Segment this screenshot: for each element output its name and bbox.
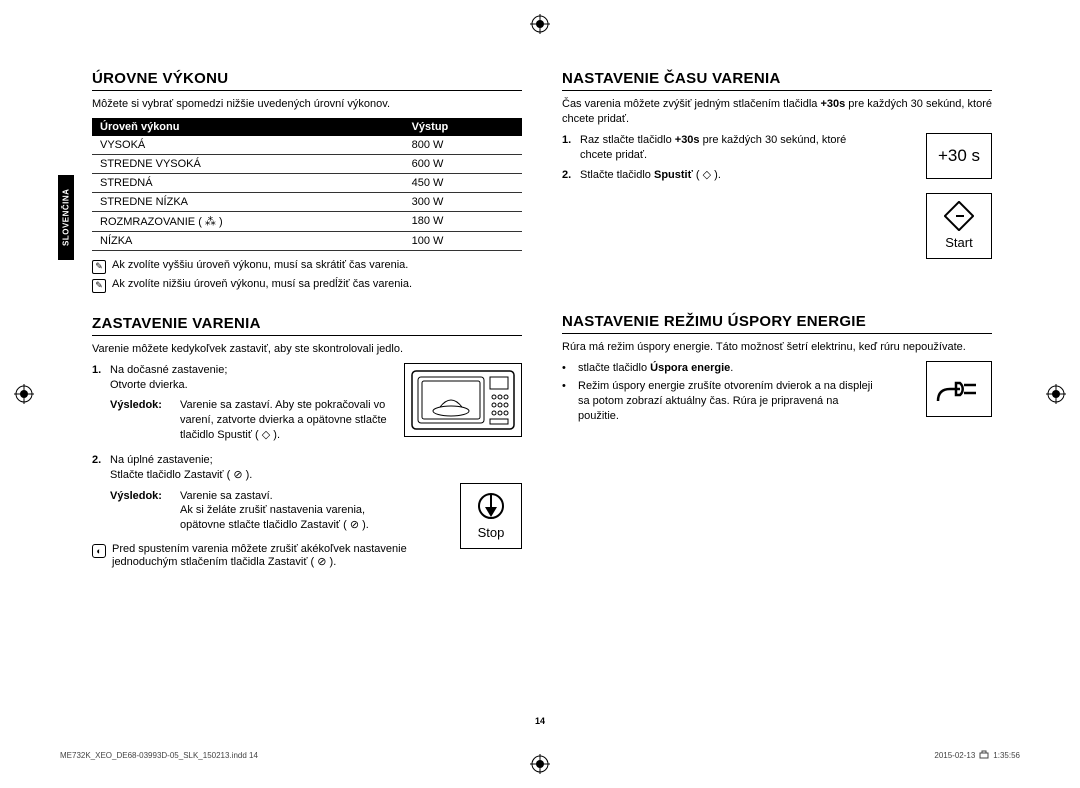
cancel-note-text: Pred spustením varenia môžete zrušiť aké… xyxy=(112,543,450,568)
energy-plug-illustration xyxy=(926,361,992,417)
step-2: 2. Stlačte tlačidlo Spustiť ( ◇ ). xyxy=(562,168,916,183)
start-icon xyxy=(944,201,974,231)
divider xyxy=(562,90,992,91)
step-num: 1. xyxy=(92,363,106,393)
energy-saving-section: NASTAVENIE REŽIMU ÚSPORY ENERGIE Rúra má… xyxy=(562,313,992,424)
result-row: Výsledok: Varenie sa zastaví. Aby ste po… xyxy=(110,398,394,443)
step-text: Na úplné zastavenie;Stlačte tlačidlo Zas… xyxy=(110,453,252,483)
table-row: NÍZKA100 W xyxy=(92,231,522,250)
right-column: NASTAVENIE ČASU VARENIA Čas varenia môže… xyxy=(562,70,992,670)
stop-icon xyxy=(476,491,506,521)
table-row: STREDNÁ450 W xyxy=(92,173,522,192)
page-number: 14 xyxy=(535,716,545,726)
divider xyxy=(92,335,522,336)
step-2: 2. Na úplné zastavenie;Stlačte tlačidlo … xyxy=(92,453,450,483)
power-levels-intro: Môžete si vybrať spomedzi nižšie uvedený… xyxy=(92,97,522,112)
crop-mark-right xyxy=(1046,384,1066,404)
stopping-intro: Varenie môžete kedykoľvek zastaviť, aby … xyxy=(92,342,522,357)
table-row: STREDNE NÍZKA300 W xyxy=(92,192,522,211)
power-levels-heading: ÚROVNE VÝKONU xyxy=(92,70,522,87)
result-label: Výsledok: xyxy=(110,489,172,534)
note-text: Ak zvolíte vyššiu úroveň výkonu, musí sa… xyxy=(112,259,408,274)
cooking-time-intro: Čas varenia môžete zvýšiť jedným stlačen… xyxy=(562,97,992,127)
note-row: ✎ Ak zvolíte nižšiu úroveň výkonu, musí … xyxy=(92,278,522,293)
plus30-button-illustration: +30 s xyxy=(926,133,992,179)
note-row: ✎ Ak zvolíte vyššiu úroveň výkonu, musí … xyxy=(92,259,522,274)
power-levels-section: ÚROVNE VÝKONU Môžete si vybrať spomedzi … xyxy=(92,70,522,293)
result-row: Výsledok: Varenie sa zastaví.Ak si želát… xyxy=(110,489,450,534)
bullet-icon: • xyxy=(562,361,570,376)
energy-heading: NASTAVENIE REŽIMU ÚSPORY ENERGIE xyxy=(562,313,992,330)
step-text: Stlačte tlačidlo Spustiť ( ◇ ). xyxy=(580,168,721,183)
power-levels-table: Úroveň výkonu Výstup VYSOKÁ800 W STREDNE… xyxy=(92,118,522,251)
result-text: Varenie sa zastaví. Aby ste pokračovali … xyxy=(180,398,394,443)
crop-mark-left xyxy=(14,384,34,404)
energy-intro: Rúra má režim úspory energie. Táto možno… xyxy=(562,340,992,355)
bullet-text: Režim úspory energie zrušíte otvorením d… xyxy=(578,379,878,424)
step-num: 1. xyxy=(562,133,576,163)
divider xyxy=(562,333,992,334)
result-label: Výsledok: xyxy=(110,398,172,443)
language-tab: SLOVENČINA xyxy=(58,175,74,260)
start-label: Start xyxy=(945,235,972,250)
page-content: ÚROVNE VÝKONU Môžete si vybrať spomedzi … xyxy=(92,70,992,670)
bullet-row: • stlačte tlačidlo Úspora energie. xyxy=(562,361,916,376)
stop-label: Stop xyxy=(478,525,505,540)
cancel-note-row: ◐ Pred spustením varenia môžete zrušiť a… xyxy=(92,543,450,568)
step-num: 2. xyxy=(562,168,576,183)
left-column: ÚROVNE VÝKONU Môžete si vybrať spomedzi … xyxy=(92,70,522,670)
note-text: Ak zvolíte nižšiu úroveň výkonu, musí sa… xyxy=(112,278,412,293)
step-text: Raz stlačte tlačidlo +30s pre každých 30… xyxy=(580,133,880,163)
bullet-row: • Režim úspory energie zrušíte otvorením… xyxy=(562,379,916,424)
th-output: Výstup xyxy=(404,118,522,136)
note-icon: ✎ xyxy=(92,279,106,293)
cooking-time-section: NASTAVENIE ČASU VARENIA Čas varenia môže… xyxy=(562,70,992,291)
table-row: ROZMRAZOVANIE ( ⁂ )180 W xyxy=(92,211,522,231)
start-button-illustration: Start xyxy=(926,193,992,259)
crop-mark-bottom xyxy=(530,754,550,774)
plus30-label: +30 s xyxy=(938,146,980,166)
stopping-section: ZASTAVENIE VARENIA Varenie môžete kedyko… xyxy=(92,315,522,568)
result-text: Varenie sa zastaví.Ak si želáte zrušiť n… xyxy=(180,489,410,534)
divider xyxy=(92,90,522,91)
cooking-time-heading: NASTAVENIE ČASU VARENIA xyxy=(562,70,992,87)
table-row: STREDNE VYSOKÁ600 W xyxy=(92,154,522,173)
microwave-illustration xyxy=(404,363,522,437)
step-1: 1. Raz stlačte tlačidlo +30s pre každých… xyxy=(562,133,916,163)
stopping-heading: ZASTAVENIE VARENIA xyxy=(92,315,522,332)
footer-timestamp: 2015-02-13 1:35:56 xyxy=(934,750,1020,760)
step-1: 1. Na dočasné zastavenie;Otvorte dvierka… xyxy=(92,363,394,393)
step-text: Na dočasné zastavenie;Otvorte dvierka. xyxy=(110,363,227,393)
cancel-icon: ◐ xyxy=(92,544,106,558)
bullet-icon: • xyxy=(562,379,570,424)
table-row: VYSOKÁ800 W xyxy=(92,136,522,155)
footer-filename: ME732K_XEO_DE68-03993D-05_SLK_150213.ind… xyxy=(60,751,258,760)
printer-icon xyxy=(979,750,989,760)
th-level: Úroveň výkonu xyxy=(92,118,404,136)
crop-mark-top xyxy=(530,14,550,34)
note-icon: ✎ xyxy=(92,260,106,274)
plug-icon xyxy=(934,371,984,407)
step-num: 2. xyxy=(92,453,106,483)
stop-button-illustration: Stop xyxy=(460,483,522,549)
bullet-text: stlačte tlačidlo Úspora energie. xyxy=(578,361,733,376)
